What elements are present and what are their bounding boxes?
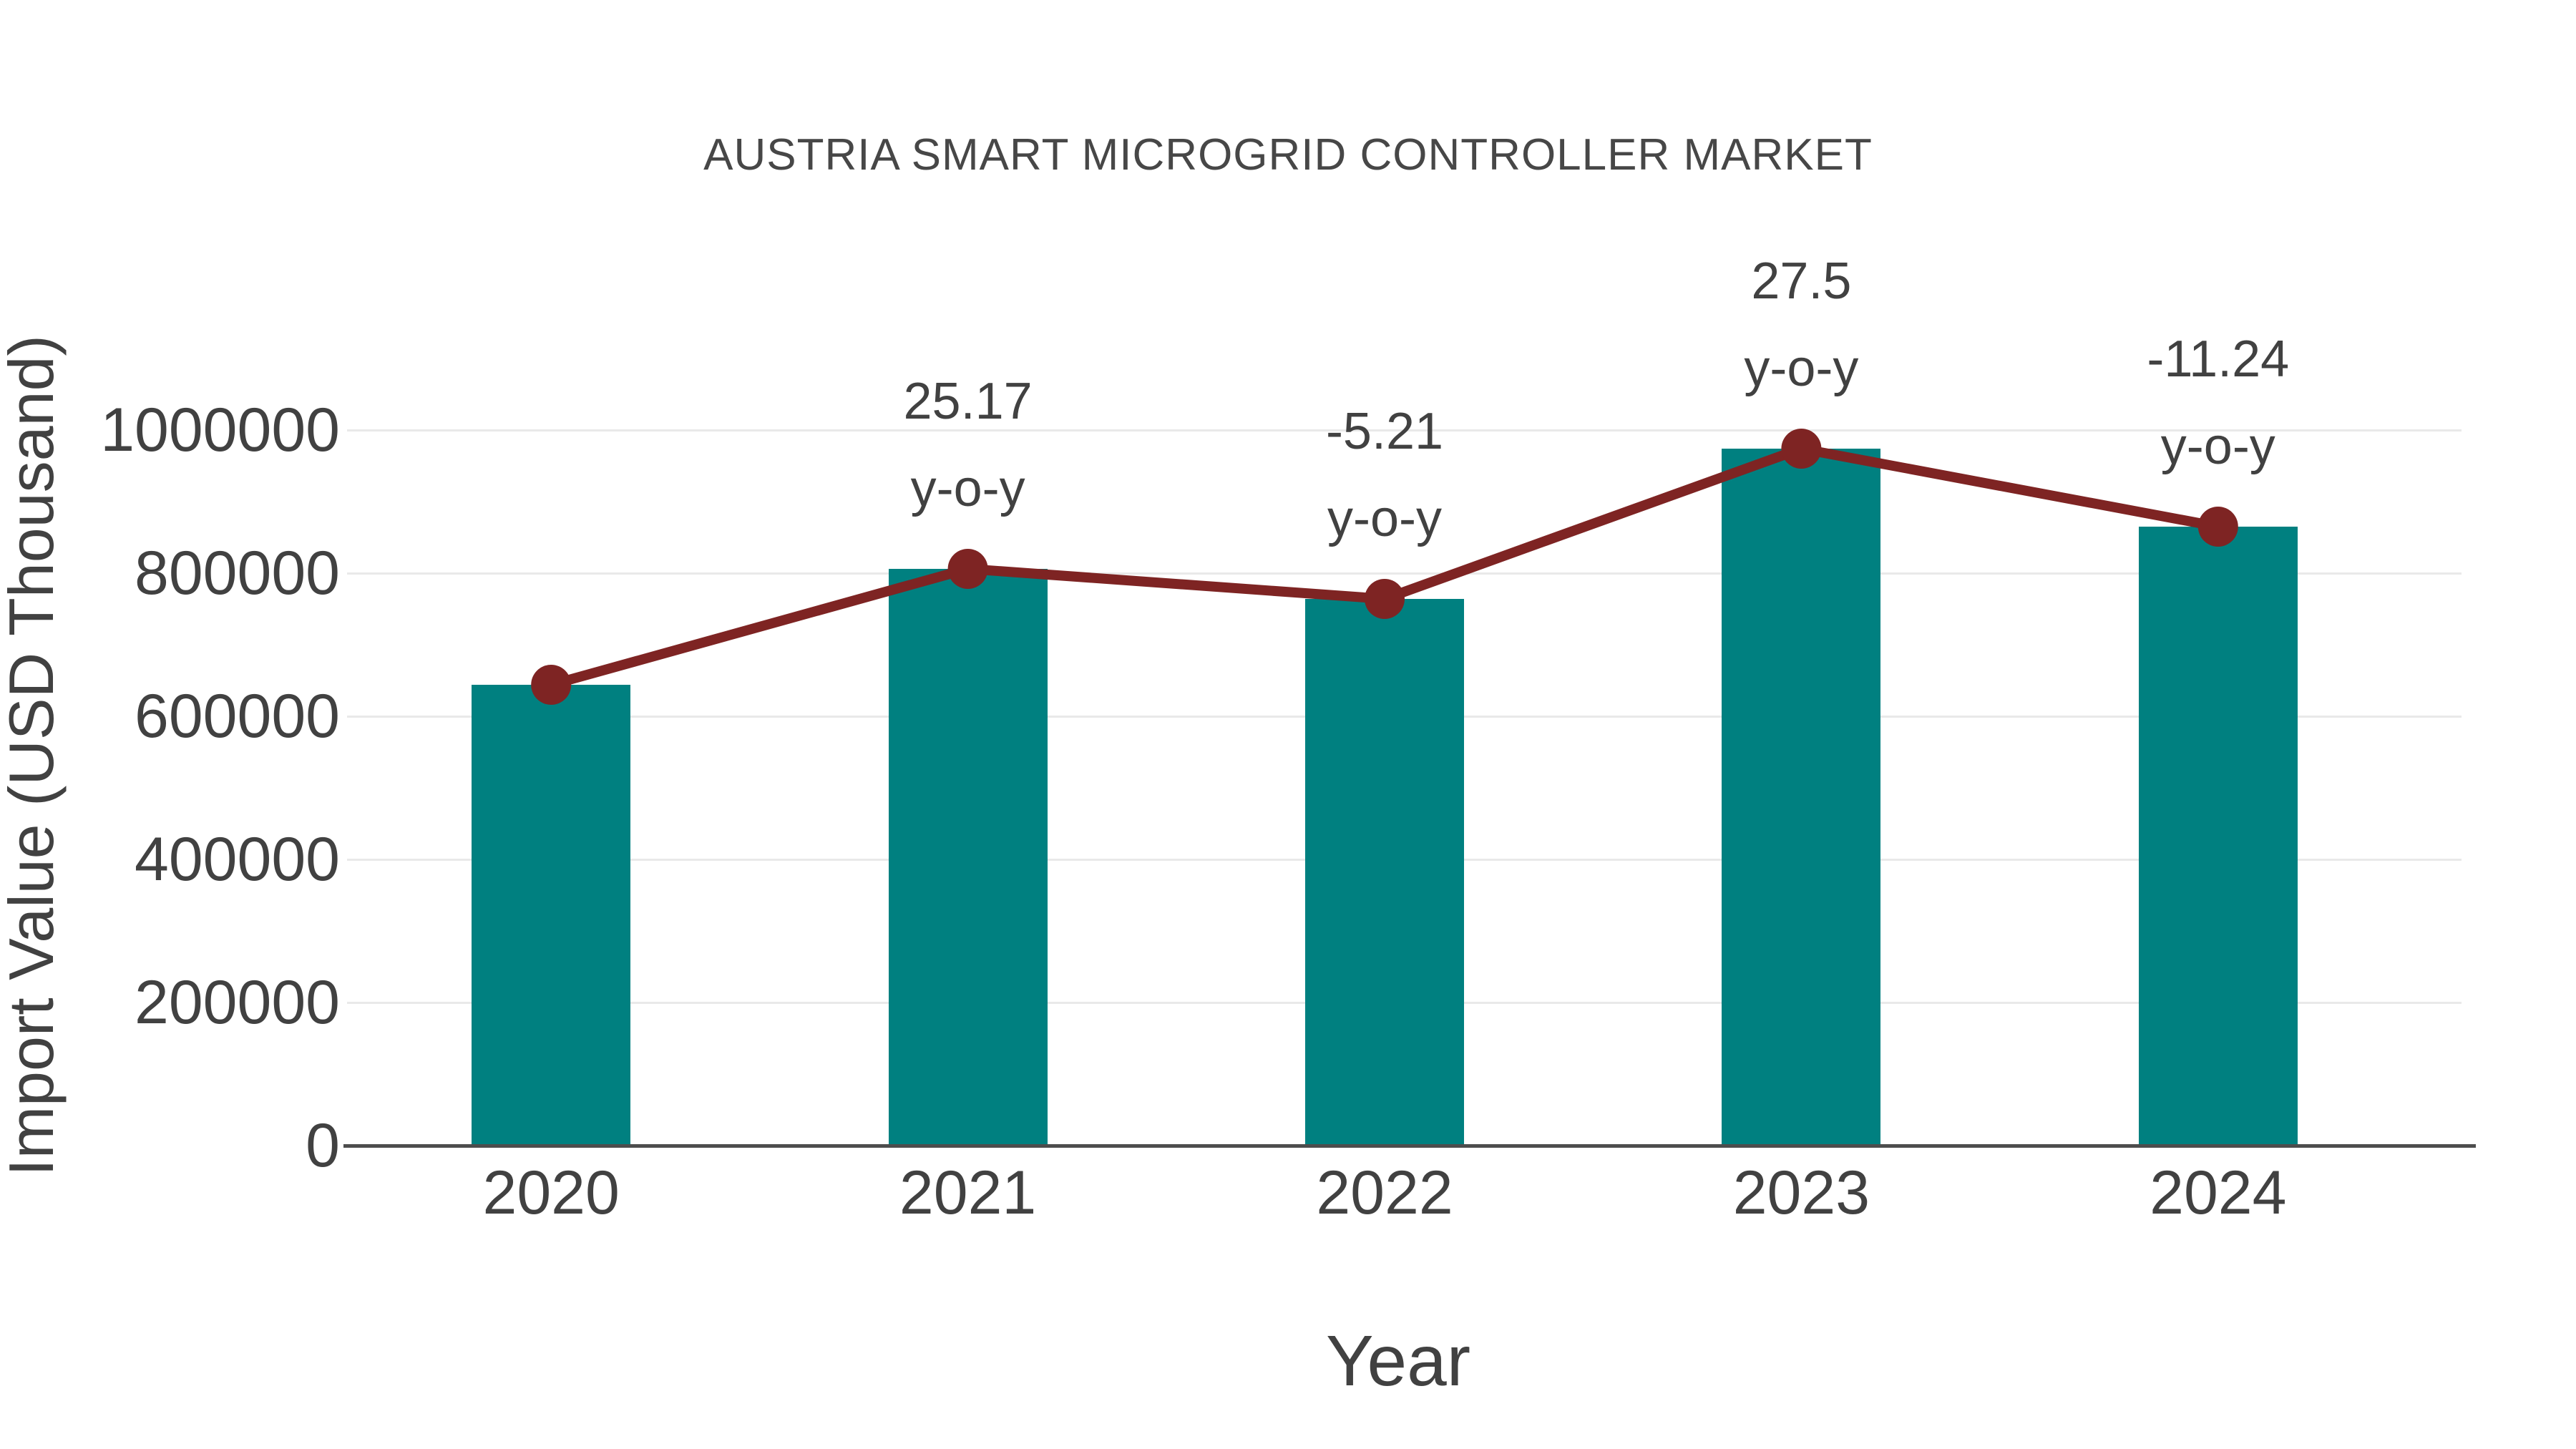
y-tick-label-800000: 800000: [135, 539, 340, 608]
x-tick-label-2024: 2024: [2150, 1158, 2287, 1227]
gridline-1000000: [347, 429, 2462, 431]
y-tick-label-400000: 400000: [135, 825, 340, 894]
line-markers: [531, 429, 2238, 705]
x-axis-line: [343, 1144, 2476, 1148]
annotation-yoy-2024: -11.24 y-o-y: [2147, 331, 2290, 475]
y-tick-label-600000: 600000: [135, 682, 340, 751]
bar-2021: [888, 569, 1048, 1146]
x-tick-label-2023: 2023: [1732, 1158, 1870, 1227]
y-tick-label-0: 0: [306, 1111, 340, 1180]
bar-2023: [1722, 449, 1881, 1146]
chart-title: AUSTRIA SMART MICROGRID CONTROLLER MARKE…: [703, 130, 1873, 180]
x-axis-title: Year: [1325, 1321, 1471, 1401]
gridline-800000: [347, 572, 2462, 575]
marker-2024: [2197, 507, 2238, 547]
marker-2020: [531, 665, 572, 705]
x-tick-label-2020: 2020: [482, 1158, 620, 1227]
marker-2023: [1781, 429, 1822, 469]
y-tick-label-1000000: 1000000: [100, 396, 340, 464]
y-tick-label-200000: 200000: [135, 968, 340, 1037]
marker-2021: [947, 549, 988, 589]
annotation-yoy-2023: 27.5 y-o-y: [1744, 253, 1859, 397]
marker-2022: [1365, 579, 1405, 619]
annotation-yoy-2021: 25.17 y-o-y: [903, 373, 1033, 517]
bar-2020: [472, 685, 631, 1146]
bar-2022: [1305, 599, 1464, 1146]
x-tick-label-2022: 2022: [1316, 1158, 1453, 1227]
x-tick-label-2021: 2021: [899, 1158, 1037, 1227]
annotation-yoy-2022: -5.21 y-o-y: [1325, 403, 1444, 547]
bar-2024: [2138, 527, 2298, 1146]
